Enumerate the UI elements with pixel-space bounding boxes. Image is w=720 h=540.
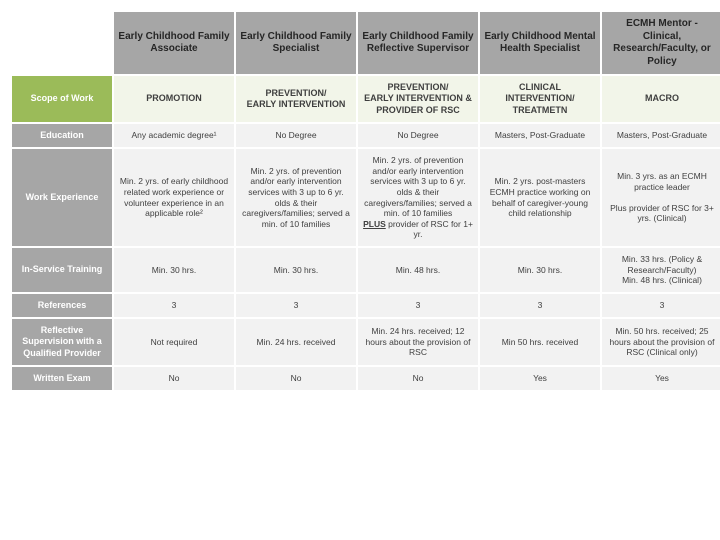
- row-reflective-supervision: Reflective Supervision with a Qualified …: [12, 319, 720, 365]
- cell-exam-2: No: [236, 367, 356, 390]
- row-label-scope: Scope of Work: [12, 76, 112, 122]
- cell-work-3-post: provider of RSC for 1+ yr.: [386, 219, 473, 240]
- row-scope: Scope of Work PROMOTION PREVENTION/EARLY…: [12, 76, 720, 122]
- cell-references-5: 3: [602, 294, 720, 317]
- cell-scope-5: MACRO: [602, 76, 720, 122]
- corner-cell: [12, 12, 112, 74]
- cell-references-4: 3: [480, 294, 600, 317]
- cell-training-4: Min. 30 hrs.: [480, 248, 600, 292]
- col-header-4: Early Childhood Mental Health Specialist: [480, 12, 600, 74]
- cell-scope-2: PREVENTION/EARLY INTERVENTION: [236, 76, 356, 122]
- row-work-experience: Work Experience Min. 2 yrs. of early chi…: [12, 149, 720, 246]
- cell-exam-4: Yes: [480, 367, 600, 390]
- cell-work-3: Min. 2 yrs. of prevention and/or early i…: [358, 149, 478, 246]
- col-header-5: ECMH Mentor - Clinical, Research/Faculty…: [602, 12, 720, 74]
- row-training: In-Service Training Min. 30 hrs. Min. 30…: [12, 248, 720, 292]
- col-header-3: Early Childhood Family Reflective Superv…: [358, 12, 478, 74]
- cell-scope-1: PROMOTION: [114, 76, 234, 122]
- cell-exam-1: No: [114, 367, 234, 390]
- cell-rsc-1: Not required: [114, 319, 234, 365]
- row-references: References 3 3 3 3 3: [12, 294, 720, 317]
- cell-education-5: Masters, Post-Graduate: [602, 124, 720, 147]
- cell-work-2: Min. 2 yrs. of prevention and/or early i…: [236, 149, 356, 246]
- row-label-training: In-Service Training: [12, 248, 112, 292]
- row-label-work: Work Experience: [12, 149, 112, 246]
- col-header-2: Early Childhood Family Specialist: [236, 12, 356, 74]
- cell-scope-4: CLINICAL INTERVENTION/TREATMETN: [480, 76, 600, 122]
- cell-scope-3: PREVENTION/EARLY INTERVENTION & PROVIDER…: [358, 76, 478, 122]
- cell-work-4: Min. 2 yrs. post-masters ECMH practice w…: [480, 149, 600, 246]
- cell-education-1: Any academic degree¹: [114, 124, 234, 147]
- row-label-exam: Written Exam: [12, 367, 112, 390]
- row-education: Education Any academic degree¹ No Degree…: [12, 124, 720, 147]
- cell-work-5: Min. 3 yrs. as an ECMH practice leaderPl…: [602, 149, 720, 246]
- cell-rsc-3: Min. 24 hrs. received; 12 hours about th…: [358, 319, 478, 365]
- cell-training-2: Min. 30 hrs.: [236, 248, 356, 292]
- cell-training-5: Min. 33 hrs. (Policy & Research/Faculty)…: [602, 248, 720, 292]
- row-label-education: Education: [12, 124, 112, 147]
- cell-work-3-pre: Min. 2 yrs. of prevention and/or early i…: [364, 155, 472, 218]
- cell-rsc-4: Min 50 hrs. received: [480, 319, 600, 365]
- cell-references-1: 3: [114, 294, 234, 317]
- col-header-1: Early Childhood Family Associate: [114, 12, 234, 74]
- cell-training-1: Min. 30 hrs.: [114, 248, 234, 292]
- cell-education-4: Masters, Post-Graduate: [480, 124, 600, 147]
- cell-references-3: 3: [358, 294, 478, 317]
- cell-rsc-2: Min. 24 hrs. received: [236, 319, 356, 365]
- cell-exam-5: Yes: [602, 367, 720, 390]
- cell-work-1: Min. 2 yrs. of early childhood related w…: [114, 149, 234, 246]
- cell-rsc-5: Min. 50 hrs. received; 25 hours about th…: [602, 319, 720, 365]
- row-written-exam: Written Exam No No No Yes Yes: [12, 367, 720, 390]
- cell-exam-3: No: [358, 367, 478, 390]
- cell-education-2: No Degree: [236, 124, 356, 147]
- credentials-table: Early Childhood Family Associate Early C…: [10, 10, 720, 392]
- header-row: Early Childhood Family Associate Early C…: [12, 12, 720, 74]
- cell-training-3: Min. 48 hrs.: [358, 248, 478, 292]
- cell-education-3: No Degree: [358, 124, 478, 147]
- cell-work-3-plus: PLUS: [363, 219, 386, 229]
- cell-references-2: 3: [236, 294, 356, 317]
- row-label-references: References: [12, 294, 112, 317]
- row-label-rsc: Reflective Supervision with a Qualified …: [12, 319, 112, 365]
